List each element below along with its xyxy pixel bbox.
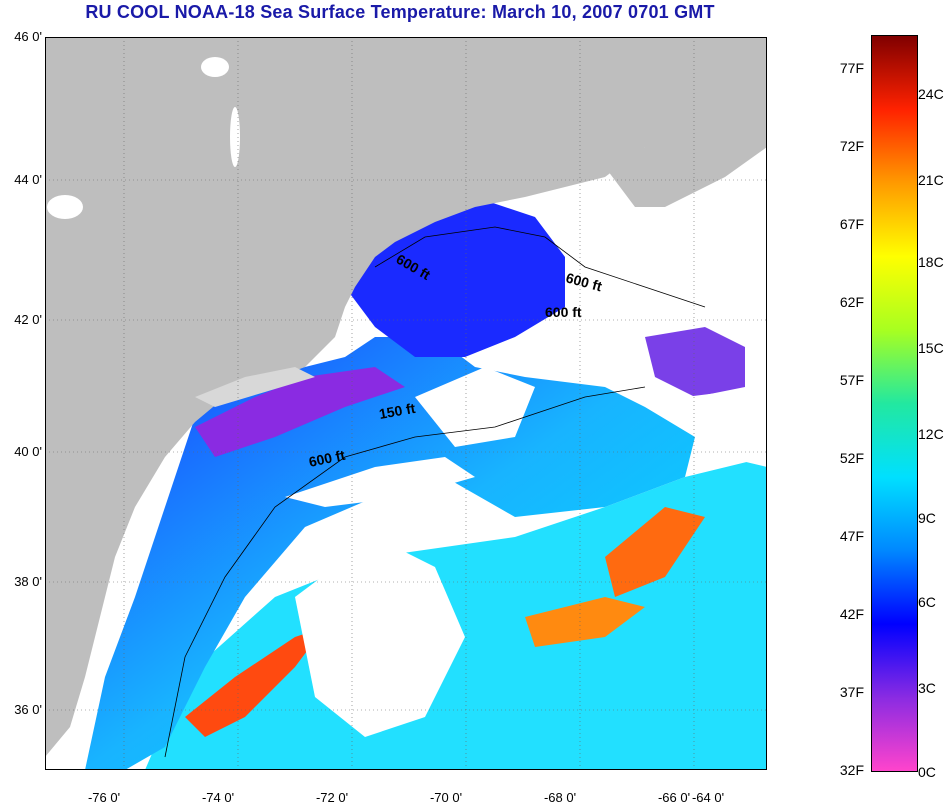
lat-label: 38 0' bbox=[14, 574, 42, 589]
graticule bbox=[45, 37, 767, 770]
colorbar-c-tick: 15C bbox=[918, 340, 944, 356]
lat-label: 46 0' bbox=[14, 29, 42, 44]
colorbar-c-tick: 24C bbox=[918, 86, 944, 102]
colorbar-f-tick: 67F bbox=[839, 216, 864, 232]
warm-eddies bbox=[525, 597, 645, 647]
lon-label: -66 0' bbox=[657, 790, 691, 805]
colorbar-f-tick: 57F bbox=[839, 372, 864, 388]
purple-nearshore bbox=[195, 367, 405, 457]
lat-label: 36 0' bbox=[14, 702, 42, 717]
cloud-east2 bbox=[685, 387, 767, 467]
isobath-600-shelf bbox=[164, 386, 646, 758]
colorbar-c-tick: 9C bbox=[918, 510, 936, 526]
lat-label: 40 0' bbox=[14, 444, 42, 459]
colorbar-c-tick: 21C bbox=[918, 172, 944, 188]
gulf-stream-north bbox=[605, 507, 705, 597]
colorbar-f-tick: 37F bbox=[839, 684, 864, 700]
colorbar-c-tick: 18C bbox=[918, 254, 944, 270]
colorbar-c-tick: 3C bbox=[918, 680, 936, 696]
map-frame bbox=[45, 37, 767, 770]
colorbar-f-tick: 72F bbox=[839, 138, 864, 154]
colorbar-c-tick: 6C bbox=[918, 594, 936, 610]
lake-1 bbox=[201, 57, 229, 77]
lon-label: -64 0' bbox=[691, 790, 725, 805]
cloud-east bbox=[645, 277, 767, 337]
purple-northeast bbox=[645, 327, 745, 397]
lon-label: -70 0' bbox=[429, 790, 463, 805]
land-mainland bbox=[45, 37, 767, 757]
isobath-label: 600 ft bbox=[307, 447, 346, 470]
gulf-stream-core bbox=[185, 627, 325, 737]
cloud-band bbox=[285, 457, 475, 507]
cloud-center bbox=[415, 367, 535, 447]
colorbar-c-tick: 12C bbox=[918, 426, 944, 442]
land-nova-scotia bbox=[605, 97, 767, 207]
land-long-island bbox=[195, 367, 315, 407]
colorbar-f-tick: 52F bbox=[839, 450, 864, 466]
lon-label: -76 0' bbox=[87, 790, 121, 805]
colorbar-f-tick: 62F bbox=[839, 294, 864, 310]
colorbar-c-tick: 0C bbox=[918, 764, 936, 780]
isobath-label: 600 ft bbox=[545, 304, 582, 320]
isobath-600-gom bbox=[374, 226, 706, 308]
colorbar-f-tick: 77F bbox=[839, 60, 864, 76]
colorbar-f-tick: 47F bbox=[839, 528, 864, 544]
lon-label: -68 0' bbox=[543, 790, 577, 805]
lon-label: -72 0' bbox=[315, 790, 349, 805]
isobath-label: 150 ft bbox=[378, 400, 417, 422]
map-title: RU COOL NOAA-18 Sea Surface Temperature:… bbox=[85, 2, 715, 22]
colorbar-f-tick: 32F bbox=[839, 762, 864, 778]
colorbar-f-tick: 42F bbox=[839, 606, 864, 622]
lat-label: 42 0' bbox=[14, 312, 42, 327]
temperature-colorbar bbox=[871, 35, 918, 772]
lake-3 bbox=[47, 195, 83, 219]
warm-water-south bbox=[145, 457, 767, 770]
sst-map: 600 ft 600 ft 600 ft 150 ft 600 ft bbox=[45, 37, 767, 770]
lon-label: -74 0' bbox=[201, 790, 235, 805]
lat-label: 44 0' bbox=[14, 172, 42, 187]
cloud-south bbox=[295, 537, 465, 737]
lake-2 bbox=[230, 107, 240, 167]
